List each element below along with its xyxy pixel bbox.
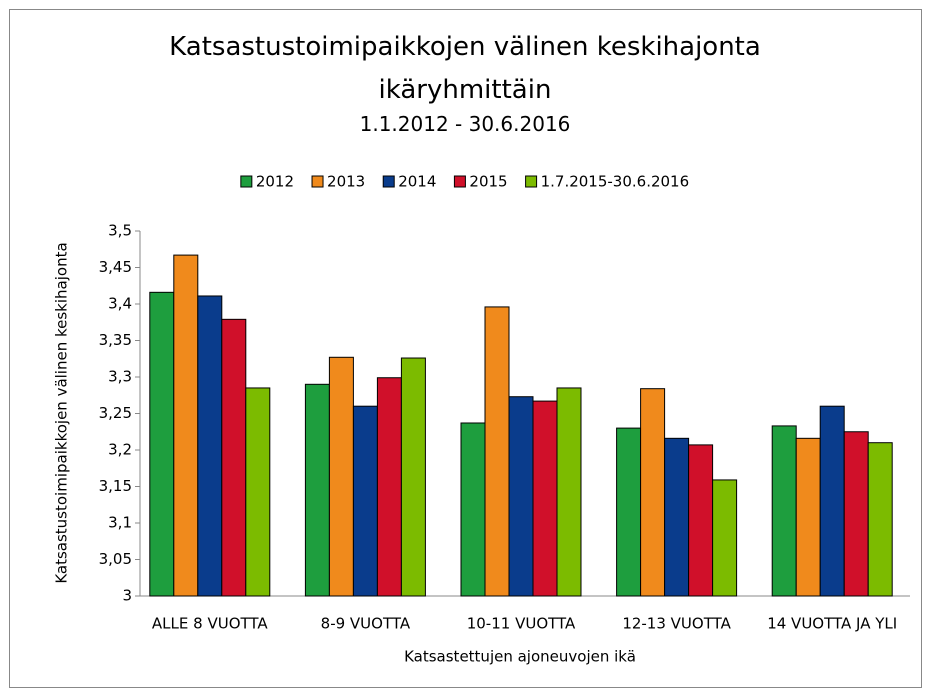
legend-swatch (240, 175, 253, 188)
y-tick-label: 3,2 (108, 441, 132, 459)
bar (819, 405, 845, 597)
legend-label: 2013 (327, 173, 365, 191)
legend-swatch (525, 175, 538, 188)
y-tick-label: 3,35 (99, 331, 132, 349)
y-tick-label: 3,45 (99, 258, 132, 276)
y-tick-label: 3,25 (99, 404, 132, 422)
bar (712, 479, 738, 597)
bar (352, 405, 378, 597)
bar (245, 387, 271, 597)
legend-swatch (311, 175, 324, 188)
bar (400, 357, 426, 597)
y-tick-label: 3 (122, 587, 132, 605)
chart-subtitle: 1.1.2012 - 30.6.2016 (359, 112, 571, 136)
bar (771, 425, 797, 597)
x-tick-label: 14 VUOTTA JA YLI (767, 615, 897, 633)
bar (221, 318, 247, 597)
y-tick-label: 3,3 (108, 368, 132, 386)
y-axis-label: Katsastustoimipaikkojen välinen keskihaj… (53, 242, 71, 583)
legend-swatch (382, 175, 395, 188)
bar (867, 442, 893, 597)
x-tick-label: 12-13 VUOTTA (622, 615, 731, 633)
y-tick-label: 3,5 (108, 222, 132, 240)
bar (376, 377, 402, 597)
bar (173, 254, 199, 597)
bar (460, 422, 486, 597)
legend-label: 1.7.2015-30.6.2016 (541, 173, 690, 191)
bar (304, 383, 330, 597)
y-tick-label: 3,15 (99, 477, 132, 495)
bar (795, 437, 821, 597)
x-tick-label: ALLE 8 VUOTTA (152, 615, 268, 633)
bar (556, 387, 582, 597)
x-axis-label: Katsastettujen ajoneuvojen ikä (404, 648, 636, 666)
bar (508, 396, 534, 597)
bar (843, 431, 869, 597)
y-tick-label: 3,05 (99, 550, 132, 568)
legend-label: 2012 (256, 173, 294, 191)
x-tick-label: 10-11 VUOTTA (467, 615, 576, 633)
bar (664, 437, 690, 597)
chart-title: Katsastustoimipaikkojen välinen keskihaj… (169, 32, 761, 105)
y-tick-label: 3,1 (108, 514, 132, 532)
legend-label: 2014 (398, 173, 436, 191)
bar (197, 295, 223, 597)
bar (484, 306, 510, 597)
bar (688, 444, 714, 597)
legend-swatch (453, 175, 466, 188)
y-tick-label: 3,4 (108, 295, 132, 313)
bar (640, 388, 666, 597)
bar (532, 400, 558, 597)
bar (149, 291, 175, 597)
x-tick-label: 8-9 VUOTTA (321, 615, 411, 633)
legend-label: 2015 (469, 173, 507, 191)
bar (616, 427, 642, 597)
bar (328, 356, 354, 597)
